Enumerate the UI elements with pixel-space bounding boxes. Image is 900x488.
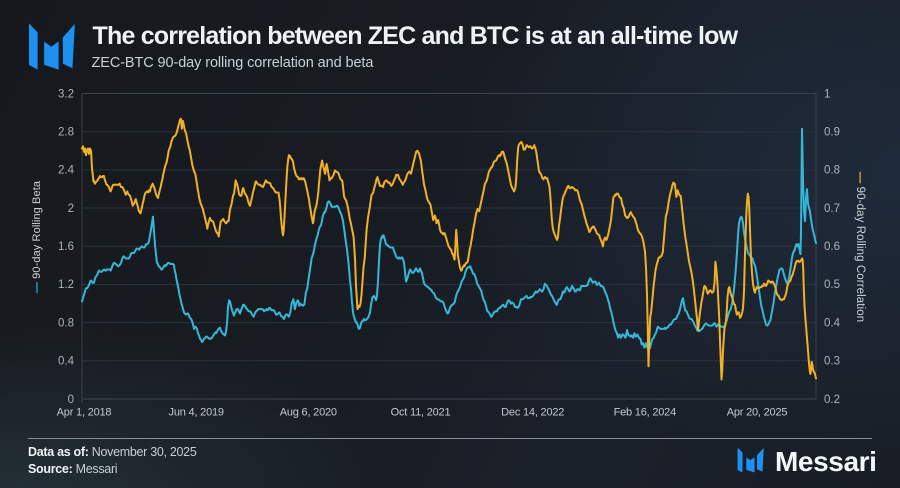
svg-text:0.4: 0.4 [58, 356, 75, 368]
svg-text:0.9: 0.9 [824, 127, 840, 139]
svg-text:Feb 16, 2024: Feb 16, 2024 [614, 407, 677, 419]
svg-text:3.2: 3.2 [58, 88, 74, 100]
svg-text:1.6: 1.6 [58, 241, 74, 253]
svg-text:0.6: 0.6 [824, 241, 840, 253]
svg-text:2.4: 2.4 [58, 165, 75, 177]
svg-text:0: 0 [68, 394, 74, 406]
svg-text:Aug 6, 2020: Aug 6, 2020 [280, 407, 337, 419]
svg-text:Jun 4, 2019: Jun 4, 2019 [169, 407, 224, 419]
svg-text:0.4: 0.4 [824, 317, 841, 329]
svg-text:0.8: 0.8 [58, 317, 74, 329]
svg-text:1.2: 1.2 [58, 279, 74, 291]
svg-text:Apr 1, 2018: Apr 1, 2018 [57, 407, 112, 419]
svg-text:0.2: 0.2 [824, 394, 840, 406]
svg-text:0.8: 0.8 [824, 165, 840, 177]
svg-text:Dec 14, 2022: Dec 14, 2022 [501, 407, 564, 419]
svg-text:0.3: 0.3 [824, 356, 840, 368]
svg-text:2.8: 2.8 [58, 127, 74, 139]
svg-text:0.7: 0.7 [824, 203, 840, 215]
svg-text:0.5: 0.5 [824, 279, 840, 291]
svg-text:Apr 20, 2025: Apr 20, 2025 [727, 407, 788, 419]
svg-text:2: 2 [68, 203, 74, 215]
svg-text:Oct 11, 2021: Oct 11, 2021 [391, 407, 451, 419]
svg-text:1: 1 [824, 88, 830, 100]
